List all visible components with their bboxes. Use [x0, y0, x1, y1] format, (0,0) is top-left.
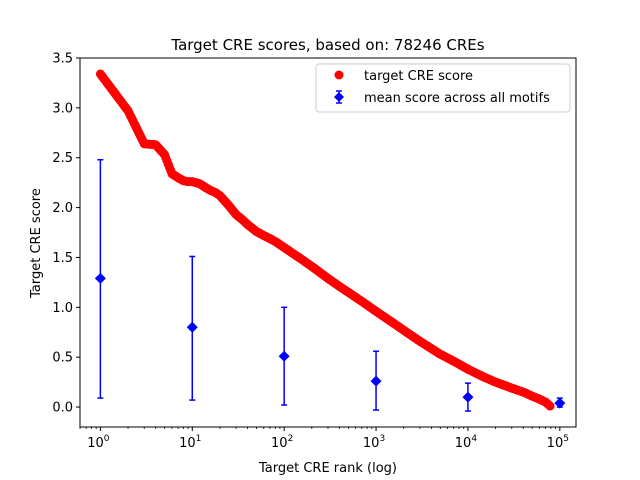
y-tick-label: 1.5 — [52, 251, 73, 266]
x-tick-base: 10 — [271, 436, 288, 451]
x-tick-exponent: 4 — [471, 434, 477, 444]
x-tick-exponent: 3 — [379, 434, 385, 444]
y-tick-label: 0.0 — [52, 401, 73, 416]
y-axis-label: Target CRE score — [29, 188, 44, 299]
x-axis-label: Target CRE rank (log) — [258, 461, 397, 476]
legend-marker-mean-score — [334, 92, 344, 102]
x-tick-base: 10 — [547, 436, 564, 451]
x-tick-exponent: 0 — [104, 434, 110, 444]
x-tick-label: 104 — [455, 434, 478, 451]
y-tick-label: 3.0 — [52, 101, 73, 116]
y-tick-label: 2.0 — [52, 201, 73, 216]
x-tick-base: 10 — [87, 436, 104, 451]
y-tick-label: 3.5 — [52, 52, 73, 67]
mean-score-point — [94, 272, 106, 284]
x-tick-exponent: 2 — [288, 434, 294, 444]
x-tick-exponent: 5 — [563, 434, 569, 444]
legend: target CRE score mean score across all m… — [315, 63, 571, 113]
plot-area — [94, 69, 566, 412]
chart-title: Target CRE scores, based on: 78246 CREs — [170, 36, 484, 54]
x-tick-base: 10 — [179, 436, 196, 451]
legend-box — [315, 63, 571, 113]
y-tick-label: 0.5 — [52, 351, 73, 366]
x-tick-label: 100 — [87, 434, 110, 451]
legend-marker-target-cre-score — [334, 70, 344, 80]
x-tick-label: 101 — [179, 434, 201, 451]
legend-label-target-cre-score: target CRE score — [364, 69, 473, 84]
x-tick-exponent: 1 — [196, 434, 202, 444]
mean-score-point — [554, 397, 566, 409]
x-tick-label: 103 — [363, 434, 385, 451]
x-tick-base: 10 — [363, 436, 380, 451]
mean-score-point — [186, 321, 198, 333]
score-point — [545, 401, 555, 411]
mean-score-point — [370, 375, 382, 387]
x-tick-label: 102 — [271, 434, 293, 451]
y-tick-label: 2.5 — [52, 151, 73, 166]
mean-score-point — [462, 391, 474, 403]
x-tick-base: 10 — [455, 436, 472, 451]
legend-label-mean-score: mean score across all motifs — [364, 91, 550, 106]
x-tick-label: 105 — [547, 434, 569, 451]
y-tick-label: 1.0 — [52, 301, 73, 316]
mean-score-point — [278, 350, 290, 362]
